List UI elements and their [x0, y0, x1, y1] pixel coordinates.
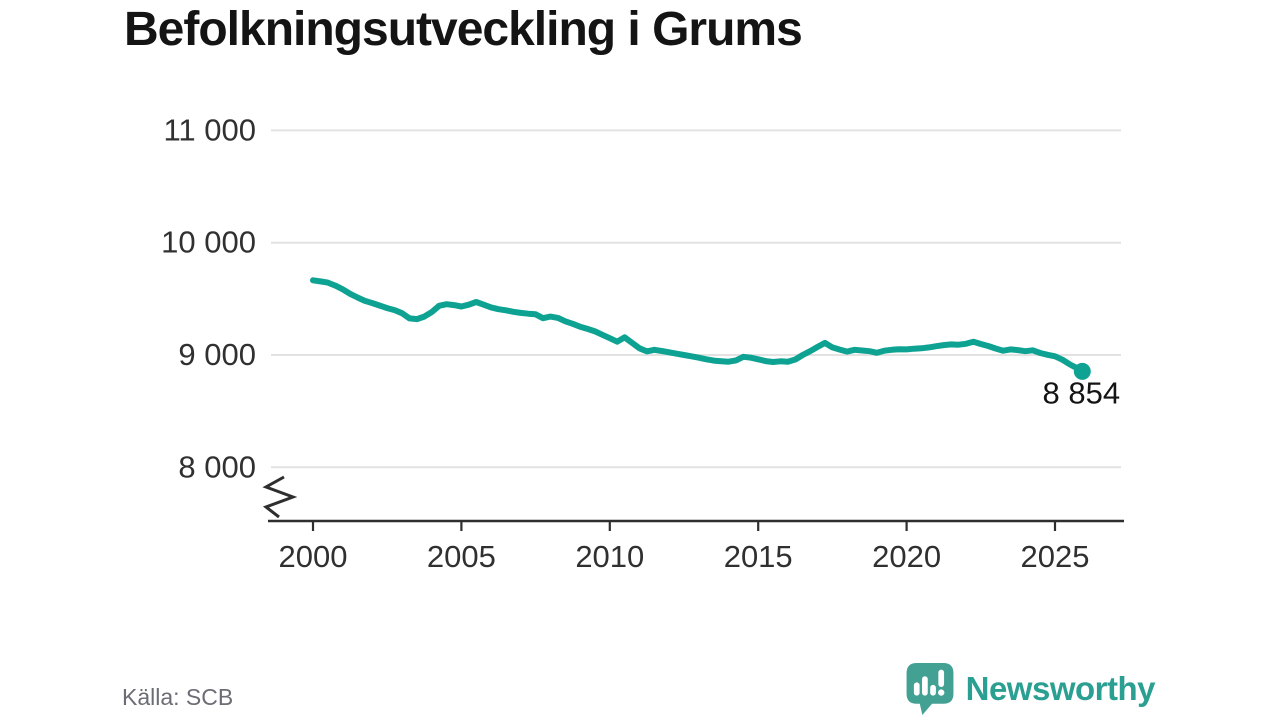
- exclamation-bar: [937, 669, 944, 687]
- x-tick-label: 2000: [279, 539, 348, 574]
- bar-chart-speech-bubble-icon: [906, 663, 954, 715]
- last-value-label: 8 854: [1043, 375, 1121, 410]
- x-tick-label: 2015: [724, 539, 793, 574]
- y-tick-label: 10 000: [161, 225, 256, 260]
- y-tick-label: 11 000: [163, 112, 256, 147]
- y-tick-label: 8 000: [178, 449, 256, 484]
- x-axis: 2000 2005 2010 2015 2020 2025: [262, 475, 1124, 574]
- last-point-marker: [1073, 362, 1091, 380]
- chart-title: Befolkningsutveckling i Grums: [124, 3, 803, 56]
- newsworthy-logo: Newsworthy: [905, 662, 1156, 715]
- y-tick-label: 9 000: [178, 337, 256, 372]
- last-value-annotation: 8 854: [1043, 375, 1121, 410]
- y-axis-labels: 8 000 9 000 10 000 11 000: [161, 112, 256, 484]
- newsworthy-wordmark: Newsworthy: [965, 669, 1156, 707]
- x-tick-label: 2020: [872, 539, 941, 574]
- x-tick-label: 2010: [575, 539, 644, 574]
- speech-bubble-shape: [906, 663, 954, 715]
- y-axis-break-icon: [262, 475, 298, 519]
- x-tick-label: 2025: [1021, 539, 1090, 574]
- gridlines: [271, 129, 1121, 469]
- population-line: [310, 277, 1086, 375]
- exclamation-dot: [937, 689, 944, 696]
- data-series: [310, 277, 1091, 380]
- x-tick-label: 2005: [427, 539, 496, 574]
- source-caption: Källa: SCB: [122, 684, 234, 710]
- bar-chart-glyph: [913, 669, 944, 696]
